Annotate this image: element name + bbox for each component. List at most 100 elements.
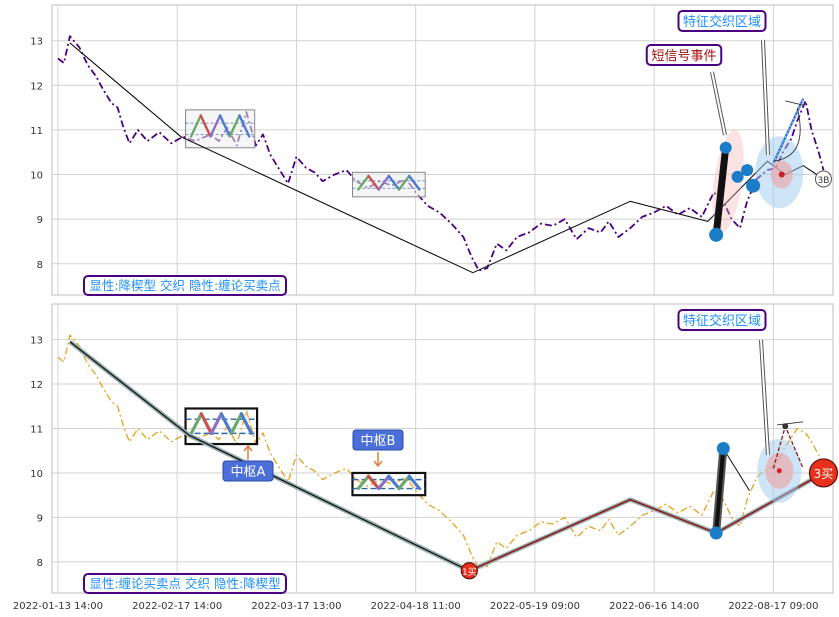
tick-mark	[776, 421, 804, 426]
pivot-segment	[408, 174, 421, 191]
x-tick-label: 2022-01-13 14:00	[13, 601, 103, 612]
pivot-segment	[189, 114, 202, 138]
pointer-arrow	[762, 39, 769, 156]
pivot-box	[351, 471, 427, 497]
pivot-label-arrow	[243, 444, 253, 460]
turning-point	[731, 170, 744, 183]
pivot-segment	[209, 412, 223, 435]
pivot-segment	[377, 174, 391, 191]
buy-marker	[808, 458, 839, 488]
pivot-segment	[199, 412, 213, 435]
event-region-label: 特征交织区域	[683, 14, 761, 30]
bi-up-thick	[712, 144, 730, 239]
highlight-dot	[778, 171, 785, 178]
x-axis: 2022-01-13 14:00 2022-02-17 14:00 2022-03-…	[13, 601, 819, 612]
event-signal-label: 短信号事件	[651, 49, 716, 64]
pivot-segment	[239, 412, 253, 435]
pivot-label-arrow	[373, 452, 383, 468]
pivot-segment	[357, 174, 370, 191]
pivot-label: 中枢B	[361, 434, 396, 449]
event-region-label-box	[677, 309, 767, 331]
pivot-segment	[397, 174, 411, 191]
pivot-segment	[229, 412, 243, 435]
event-region-label: 特征交织区域	[683, 313, 761, 329]
y-tick-label: 8	[37, 558, 43, 569]
pointer-arrow	[760, 339, 769, 456]
x-tick-label: 2022-02-17 14:00	[132, 601, 222, 612]
plot-layer-bottom	[57, 334, 825, 574]
y-tick-label: 13	[30, 37, 43, 48]
x-tick-label: 2022-04-18 11:00	[371, 601, 461, 612]
bi-down	[722, 448, 750, 492]
pivot-segment	[377, 474, 391, 491]
turning-point	[719, 141, 732, 154]
x-tick-label: 2022-08-17 09:00	[728, 601, 818, 612]
y-tick-label: 9	[37, 215, 43, 226]
annotation-box	[83, 275, 287, 296]
annotation-label: 显性:缠论买卖点 交织 隐性:降楔型	[89, 576, 280, 591]
pivot-segment	[189, 412, 203, 435]
x-tick-label: 2022-05-19 09:00	[490, 601, 580, 612]
pivot-segment	[219, 412, 233, 435]
buy-marker	[460, 562, 478, 580]
bi-line	[468, 472, 824, 572]
pivot-box	[184, 407, 259, 446]
x-tick-label: 2022-03-17 13:00	[251, 601, 341, 612]
retest-top	[782, 423, 789, 430]
buy-label: 3买	[814, 467, 834, 481]
turning-point	[741, 164, 754, 177]
tick-mark	[785, 100, 805, 106]
pivot-segment	[387, 474, 401, 491]
annotation-label: 显性:降楔型 交织 隐性:缠论买卖点	[89, 278, 280, 293]
pivot-label: 中枢A	[231, 465, 266, 480]
pivot-segment	[228, 114, 241, 138]
turning-point	[716, 442, 730, 455]
y-tick-label: 10	[30, 171, 43, 182]
plot-area-bottom	[51, 303, 834, 594]
pivot-segment	[367, 174, 380, 191]
pivot-segment	[387, 174, 401, 191]
point-marker	[814, 170, 832, 188]
pivot-segment	[218, 114, 232, 138]
y-tick-label: 9	[37, 513, 43, 524]
turning-point	[746, 178, 761, 193]
y-tick-label: 8	[37, 260, 43, 271]
pivot-segment	[209, 114, 222, 138]
y-tick-label: 11	[30, 126, 43, 137]
grid-top	[52, 5, 833, 295]
y-tick-label: 12	[30, 81, 43, 92]
y-tick-label: 10	[30, 469, 43, 480]
y-tick-label: 12	[30, 380, 43, 391]
pivot-segment	[356, 474, 371, 491]
bi-up-thick-core	[714, 446, 726, 535]
turning-point	[709, 526, 723, 540]
y-tick-label: 11	[30, 424, 43, 435]
up-leg	[772, 98, 805, 164]
y-tick-label: 13	[30, 336, 43, 347]
pointer-arrow	[711, 71, 726, 136]
pivot-segment	[407, 474, 421, 491]
annotation-box	[83, 573, 287, 594]
x-tick-label: 2022-06-16 14:00	[609, 601, 699, 612]
buy-label: 1买	[462, 567, 477, 578]
y-axis-bottom: 8 9 10 11 12 13	[30, 336, 43, 569]
pivot-segment	[366, 474, 381, 491]
pivot-segment	[238, 114, 251, 138]
pivot-label-box	[352, 429, 404, 451]
turning-point	[709, 227, 724, 242]
chart-panel-top: 8 9 10 11 12 13 显性:降楔型 交织 隐性:缠论买卖点 特征交织区域短信号事件…	[30, 4, 834, 296]
point-label: 3B	[818, 176, 830, 186]
event-region-label-box	[677, 10, 767, 32]
pivot-segment	[199, 114, 212, 138]
bi-line	[69, 341, 470, 572]
event-signal-label-box	[645, 44, 723, 66]
arc-line	[773, 107, 801, 162]
highlight-dot	[776, 468, 782, 474]
y-axis-top: 8 9 10 11 12 13	[30, 37, 43, 271]
pivot-box	[185, 109, 256, 149]
pivot-segment	[397, 474, 411, 491]
